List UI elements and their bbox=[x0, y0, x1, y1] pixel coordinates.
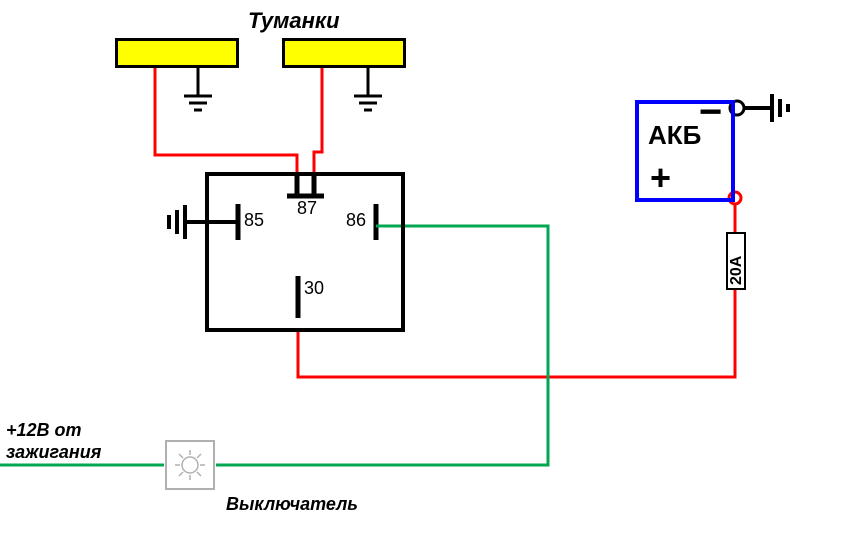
switch-label: Выключатель bbox=[226, 494, 358, 515]
relay-pin-85-label: 85 bbox=[244, 210, 264, 231]
battery-minus: − bbox=[699, 92, 722, 132]
relay-pin-87-label: 87 bbox=[297, 198, 317, 219]
battery-plus: + bbox=[650, 160, 671, 196]
fog2-ground bbox=[354, 68, 382, 110]
fuse-label: 20А bbox=[728, 256, 746, 285]
ignition-label-1: +12В от bbox=[6, 420, 82, 441]
fog1-ground bbox=[184, 68, 212, 110]
ignition-label-2: зажигания bbox=[6, 442, 101, 463]
fog-lamp-1 bbox=[115, 38, 239, 68]
battery-label: АКБ bbox=[648, 120, 701, 151]
diagram-stage: Туманки 87 85 86 30 АКБ − + 20А Выключат… bbox=[0, 0, 861, 549]
diagram-title: Туманки bbox=[248, 8, 340, 34]
relay-pin-30-label: 30 bbox=[304, 278, 324, 299]
battery-ground bbox=[730, 94, 788, 122]
relay-pin-86-label: 86 bbox=[346, 210, 366, 231]
switch-box bbox=[165, 440, 215, 490]
fog-lamp-2 bbox=[282, 38, 406, 68]
relay-box bbox=[205, 172, 405, 332]
